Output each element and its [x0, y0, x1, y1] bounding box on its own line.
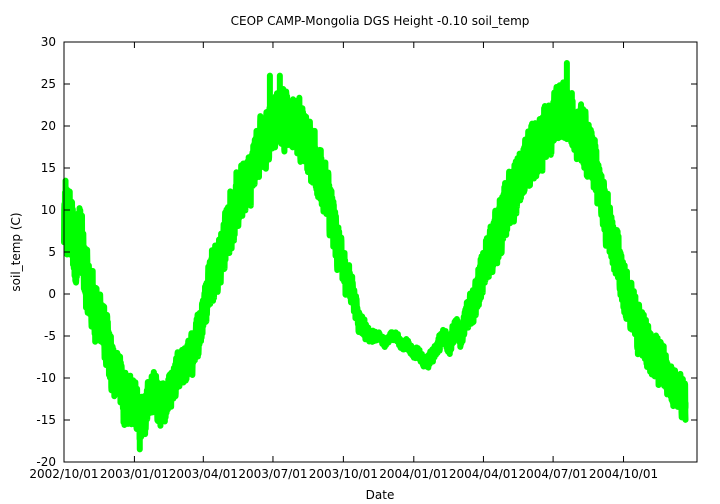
x-axis-label: Date [366, 488, 395, 502]
y-tick-label: 25 [41, 77, 56, 91]
chart-title: CEOP CAMP-Mongolia DGS Height -0.10 soil… [231, 14, 530, 28]
y-tick-label: -5 [44, 329, 56, 343]
x-tick-label: 2003/10/01 [309, 467, 378, 481]
x-tick-label: 2003/07/01 [238, 467, 307, 481]
x-tick-label: 2004/10/01 [589, 467, 658, 481]
y-tick-label: 5 [48, 245, 56, 259]
x-tick-label: 2003/01/01 [100, 467, 169, 481]
y-tick-label: -20 [36, 455, 56, 469]
y-tick-label: 0 [48, 287, 56, 301]
plot-data [61, 60, 689, 453]
y-tick-label: 20 [41, 119, 56, 133]
x-tick-label: 2004/07/01 [519, 467, 588, 481]
y-axis-label: soil_temp (C) [9, 212, 23, 291]
x-tick-label: 2004/04/01 [449, 467, 518, 481]
y-tick-label: 10 [41, 203, 56, 217]
y-tick-label: 15 [41, 161, 56, 175]
y-tick-label: 30 [41, 35, 56, 49]
x-tick-label: 2002/10/01 [29, 467, 98, 481]
axis-ticks: -20 -15 -10 -5 0 5 10 15 20 25 30 2002/10/01 2003/01… [29, 35, 697, 481]
series-line [61, 79, 689, 442]
y-tick-label: -15 [36, 413, 56, 427]
y-tick-label: -10 [36, 371, 56, 385]
x-tick-label: 2004/01/01 [379, 467, 448, 481]
x-tick-label: 2003/04/01 [169, 467, 238, 481]
